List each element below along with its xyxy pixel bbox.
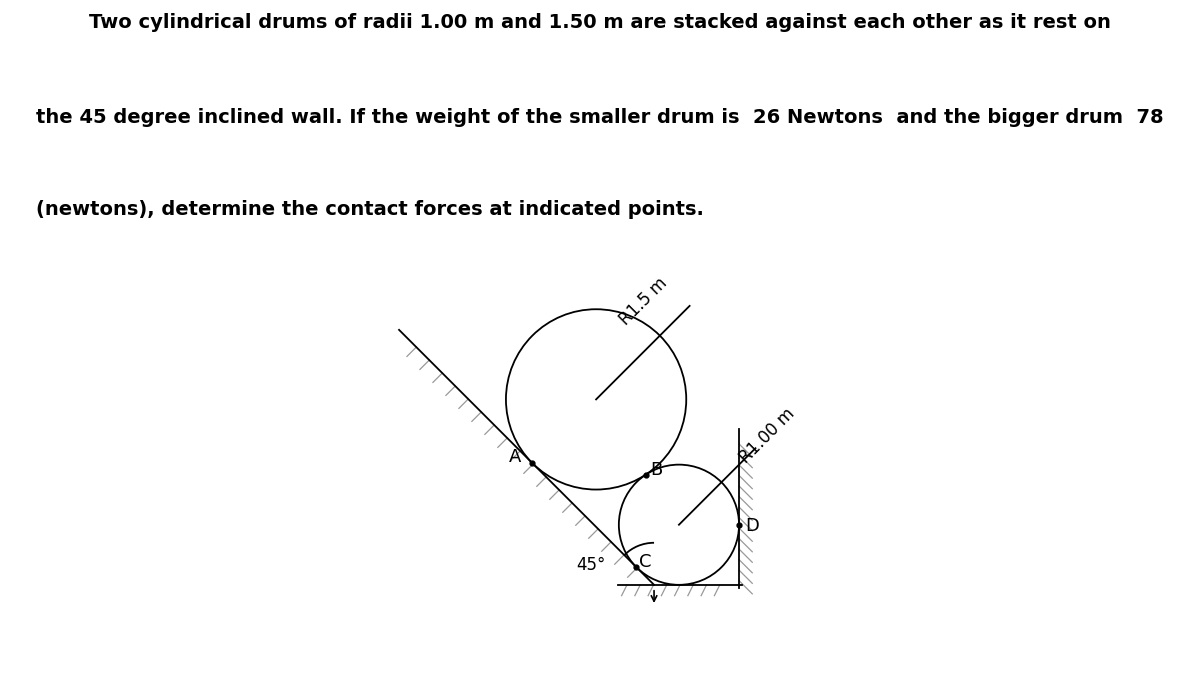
Text: the 45 degree inclined wall. If the weight of the smaller drum is  26 Newtons  a: the 45 degree inclined wall. If the weig… — [36, 108, 1164, 127]
Text: C: C — [638, 554, 652, 572]
Text: D: D — [745, 517, 760, 535]
Text: Two cylindrical drums of radii 1.00 m and 1.50 m are stacked against each other : Two cylindrical drums of radii 1.00 m an… — [89, 13, 1111, 32]
Text: R1.00 m: R1.00 m — [736, 404, 798, 466]
Text: B: B — [650, 461, 662, 479]
Text: A: A — [509, 448, 522, 466]
Text: R1.5 m: R1.5 m — [616, 273, 671, 329]
Text: (newtons), determine the contact forces at indicated points.: (newtons), determine the contact forces … — [36, 200, 704, 219]
Text: 45°: 45° — [576, 556, 606, 574]
